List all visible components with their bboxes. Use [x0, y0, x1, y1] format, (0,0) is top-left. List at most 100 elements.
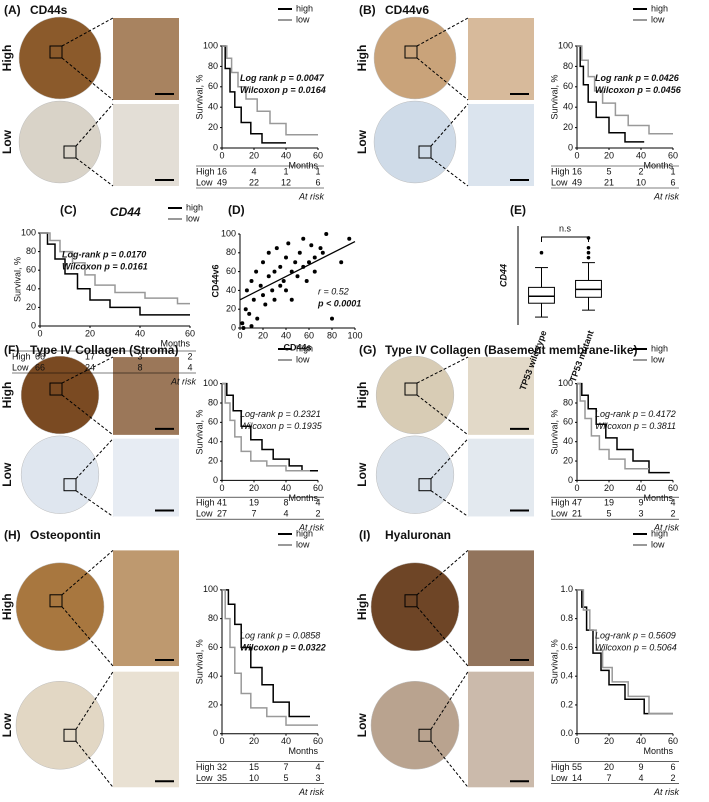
scatter-point — [244, 288, 249, 293]
y-tick-label: 100 — [21, 227, 36, 237]
scatter-point — [266, 274, 271, 279]
x-axis-label: Months — [288, 746, 318, 756]
y-tick-label: 20 — [226, 304, 236, 314]
risk-count: 3 — [137, 351, 142, 361]
scatter-point — [320, 250, 325, 255]
scatter-point — [278, 283, 283, 288]
row-label: High — [355, 45, 369, 72]
survival-curve — [222, 589, 310, 718]
risk-count: 66 — [35, 362, 45, 372]
risk-label: At risk — [298, 191, 325, 201]
risk-count: 8 — [137, 362, 142, 372]
scatter-point — [243, 307, 248, 312]
scatter-point — [261, 293, 265, 298]
x-axis-label: Months — [160, 338, 190, 348]
x-tick-label: 60 — [185, 328, 195, 338]
legend-label: high — [651, 528, 668, 538]
y-tick-label: 60 — [208, 417, 218, 427]
risk-count: 4 — [283, 509, 288, 519]
risk-count: 1 — [670, 166, 675, 176]
risk-count: 3 — [638, 509, 643, 519]
risk-row-name: High — [196, 166, 215, 176]
scatter-point — [249, 279, 254, 283]
risk-count: 20 — [604, 762, 614, 772]
stat-text: Wilcoxon p = 0.0456 — [595, 85, 682, 95]
zoom-box — [418, 478, 432, 492]
x-tick-label: 0 — [574, 483, 579, 493]
panel-title: CD44v6 — [385, 3, 429, 17]
annotation: n.s — [559, 223, 572, 233]
risk-label: At risk — [298, 787, 325, 797]
risk-count: 22 — [249, 177, 259, 187]
panel-title: Type IV Collagen (Stroma) — [30, 343, 178, 357]
scatter-point — [281, 279, 286, 283]
risk-row-name: Low — [196, 509, 213, 519]
x-tick-label: 100 — [347, 330, 362, 340]
x-axis-label: Months — [643, 493, 673, 503]
stat-text: Wilcoxon p = 0.0322 — [240, 642, 326, 652]
risk-row-name: High — [196, 762, 215, 772]
legend-label: low — [186, 213, 200, 223]
x-tick-label: 0 — [37, 328, 42, 338]
stat-text: Log-rank p = 0.4172 — [595, 409, 676, 419]
y-tick-label: 1.0 — [560, 584, 573, 594]
zoom-image — [113, 550, 179, 667]
y-tick-label: 0.6 — [560, 642, 573, 652]
scatter-point — [272, 269, 277, 274]
scatter-point — [307, 260, 311, 265]
x-tick-label: 0 — [219, 150, 224, 160]
risk-row-name: Low — [551, 177, 568, 187]
stat-text: Log rank p = 0.0426 — [595, 73, 680, 83]
legend-label: low — [651, 539, 665, 549]
scatter-point — [272, 297, 277, 302]
y-tick-label: 80 — [563, 397, 573, 407]
risk-count: 4 — [670, 498, 675, 508]
scatter-point — [240, 321, 245, 326]
legend-label: low — [296, 354, 310, 364]
x-tick-label: 60 — [313, 483, 323, 493]
risk-count: 9 — [638, 762, 643, 772]
zoom-image — [468, 357, 534, 435]
risk-count: 2 — [187, 351, 192, 361]
stat-text: Wilcoxon p = 0.0164 — [240, 85, 326, 95]
survival-curve — [222, 589, 318, 726]
y-tick-label: 80 — [226, 247, 236, 257]
x-tick-label: 60 — [668, 483, 678, 493]
x-tick-label: 60 — [313, 150, 323, 160]
risk-count: 4 — [187, 362, 192, 372]
row-label: Low — [355, 129, 369, 154]
risk-count: 7 — [251, 509, 256, 519]
zoom-guide — [61, 394, 114, 436]
zoom-box — [404, 594, 418, 608]
zoom-guide — [416, 550, 469, 596]
tissue-core — [15, 681, 105, 770]
y-tick-label: 100 — [203, 378, 218, 388]
y-tick-label: 0.2 — [560, 699, 573, 709]
scatter-point — [309, 243, 314, 248]
zoom-guide — [61, 356, 114, 384]
row-label: Low — [0, 462, 14, 487]
zoom-image — [113, 438, 179, 517]
x-tick-label: 0 — [574, 150, 579, 160]
zoom-box — [49, 382, 63, 396]
scatter-point — [339, 260, 344, 265]
panel-label: (E) — [510, 203, 526, 217]
y-tick-label: 20 — [26, 302, 36, 312]
outlier — [586, 245, 591, 250]
zoom-box — [49, 594, 63, 608]
zoom-guide — [75, 438, 114, 480]
y-tick-label: 80 — [26, 246, 36, 256]
y-tick-label: 0 — [213, 728, 218, 738]
legend-label: high — [296, 343, 313, 353]
scatter-point — [312, 269, 317, 274]
survival-curve — [577, 382, 670, 474]
panel-title: Type IV Collagen (Basement membrane-like… — [385, 343, 638, 357]
risk-row-name: High — [196, 498, 215, 508]
risk-count: 6 — [670, 762, 675, 772]
risk-count: 9 — [638, 498, 643, 508]
risk-label: At risk — [653, 191, 680, 201]
risk-count: 1 — [315, 166, 320, 176]
x-tick-label: 40 — [636, 483, 646, 493]
risk-count: 6 — [670, 177, 675, 187]
y-tick-label: 40 — [208, 671, 218, 681]
